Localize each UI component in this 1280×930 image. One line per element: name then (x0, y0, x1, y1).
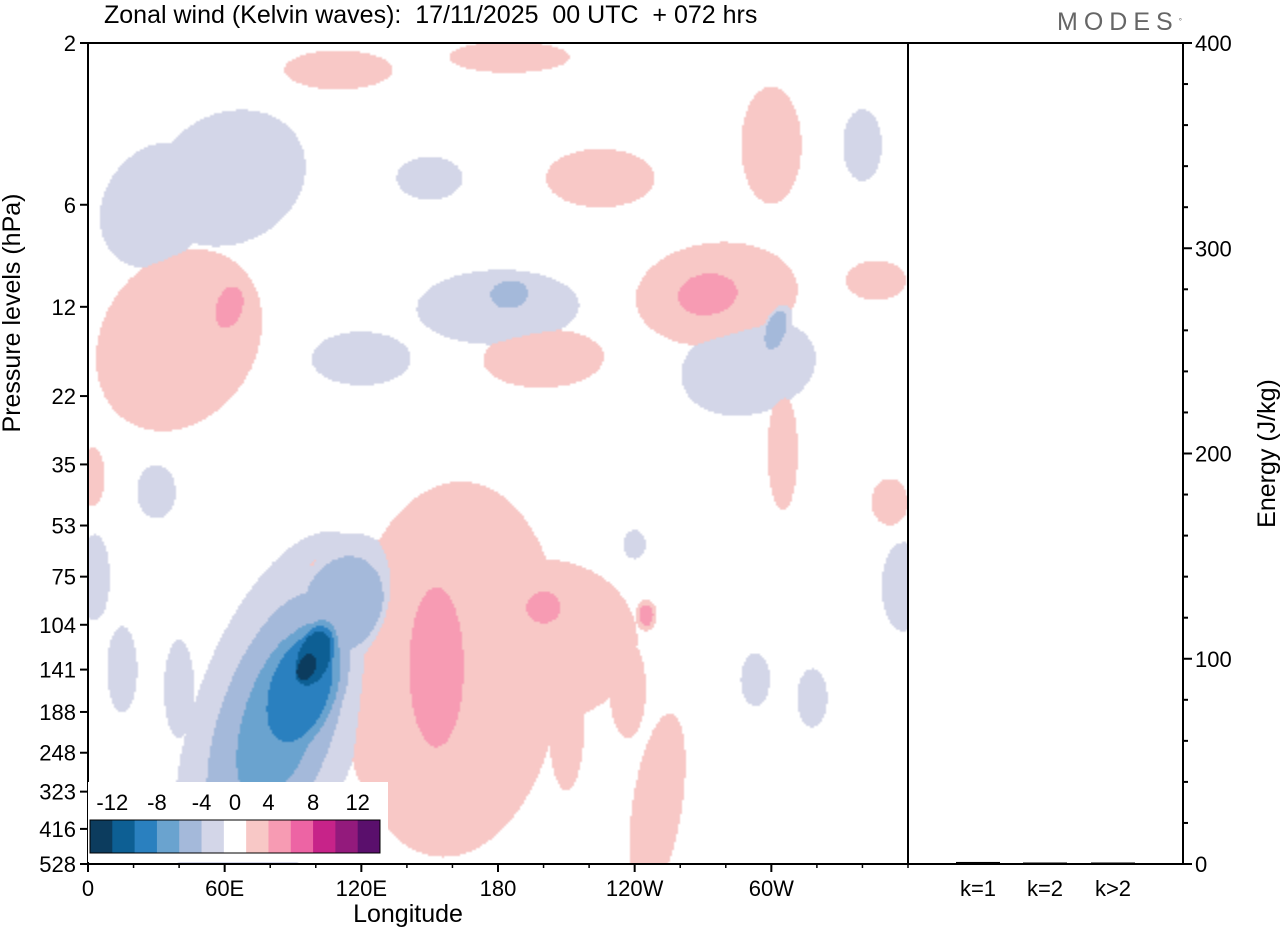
colorbar-frame (89, 819, 381, 854)
energy-category-label: k=2 (1027, 876, 1063, 901)
wind-field-heatmap (88, 43, 908, 864)
energy-category-label: k=1 (960, 876, 996, 901)
colorbar-swatch (335, 820, 359, 853)
y-axis-label: Pressure levels (hPa) (0, 194, 26, 433)
energy-y-tick-label: 400 (1195, 31, 1232, 56)
colorbar-swatch (357, 820, 381, 853)
colorbar-swatch (313, 820, 336, 853)
energy-bar (1091, 862, 1135, 864)
y-tick-label: 2 (64, 31, 76, 56)
colorbar: -12 -8 -4 0 4 8 12 (88, 782, 388, 862)
brand-name: MODES (1057, 8, 1179, 36)
brand-mark: ° (1178, 17, 1182, 26)
energy-axes: 0 100 200 300 400 Energy (J/kg) k=1 k=2 k>2 (908, 31, 1280, 901)
colorbar-swatch (90, 820, 113, 853)
colorbar-label: -4 (192, 790, 212, 815)
x-tick-label: 60E (205, 876, 244, 901)
colorbar-label: 0 (229, 790, 241, 815)
colorbar-swatch (179, 820, 203, 853)
y-tick-label: 188 (39, 700, 76, 725)
energy-y-tick-label: 0 (1195, 852, 1207, 877)
energy-y-tick-label: 200 (1195, 442, 1232, 467)
heatmap-image (88, 43, 908, 864)
energy-category-label: k>2 (1095, 876, 1131, 901)
colorbar-swatch (290, 820, 314, 853)
y-tick-label: 22 (52, 384, 76, 409)
x-tick-label: 0 (82, 876, 94, 901)
y-tick-label: 53 (52, 514, 76, 539)
colorbar-swatch (246, 820, 269, 853)
energy-axis-label: Energy (J/kg) (1253, 379, 1280, 528)
y-tick-label: 104 (39, 613, 76, 638)
y-tick-label: 248 (39, 741, 76, 766)
y-tick-label: 12 (52, 295, 76, 320)
y-tick-label: 141 (39, 658, 76, 683)
colorbar-label: -12 (96, 790, 128, 815)
y-tick-label: 323 (39, 780, 76, 805)
energy-bar (1023, 862, 1067, 864)
brand-logo: MODES° (1057, 7, 1182, 37)
y-tick-label: 528 (39, 852, 76, 877)
colorbar-label: -8 (147, 790, 167, 815)
colorbar-label: 8 (307, 790, 319, 815)
y-tick-label: 75 (52, 565, 76, 590)
chart-title: Zonal wind (Kelvin waves): 17/11/2025 00… (104, 1, 758, 29)
colorbar-swatch (223, 820, 247, 853)
y-tick-label: 6 (64, 193, 76, 218)
colorbar-label: 12 (345, 790, 369, 815)
colorbar-swatch (156, 820, 180, 853)
energy-bar (956, 861, 1000, 864)
x-tick-label: 180 (480, 876, 517, 901)
x-axis-label: Longitude (353, 900, 463, 928)
energy-y-tick-label: 100 (1195, 647, 1232, 672)
x-tick-label: 60W (749, 876, 794, 901)
y-tick-label: 416 (39, 817, 76, 842)
y-tick-label: 35 (52, 452, 76, 477)
colorbar-label: 4 (262, 790, 274, 815)
colorbar-swatch (268, 820, 292, 853)
colorbar-swatch (201, 820, 225, 853)
colorbar-swatch (112, 820, 136, 853)
x-tick-label: 120E (336, 876, 387, 901)
colorbar-swatch (134, 820, 158, 853)
x-tick-label: 120W (606, 876, 664, 901)
energy-y-tick-label: 300 (1195, 236, 1232, 261)
